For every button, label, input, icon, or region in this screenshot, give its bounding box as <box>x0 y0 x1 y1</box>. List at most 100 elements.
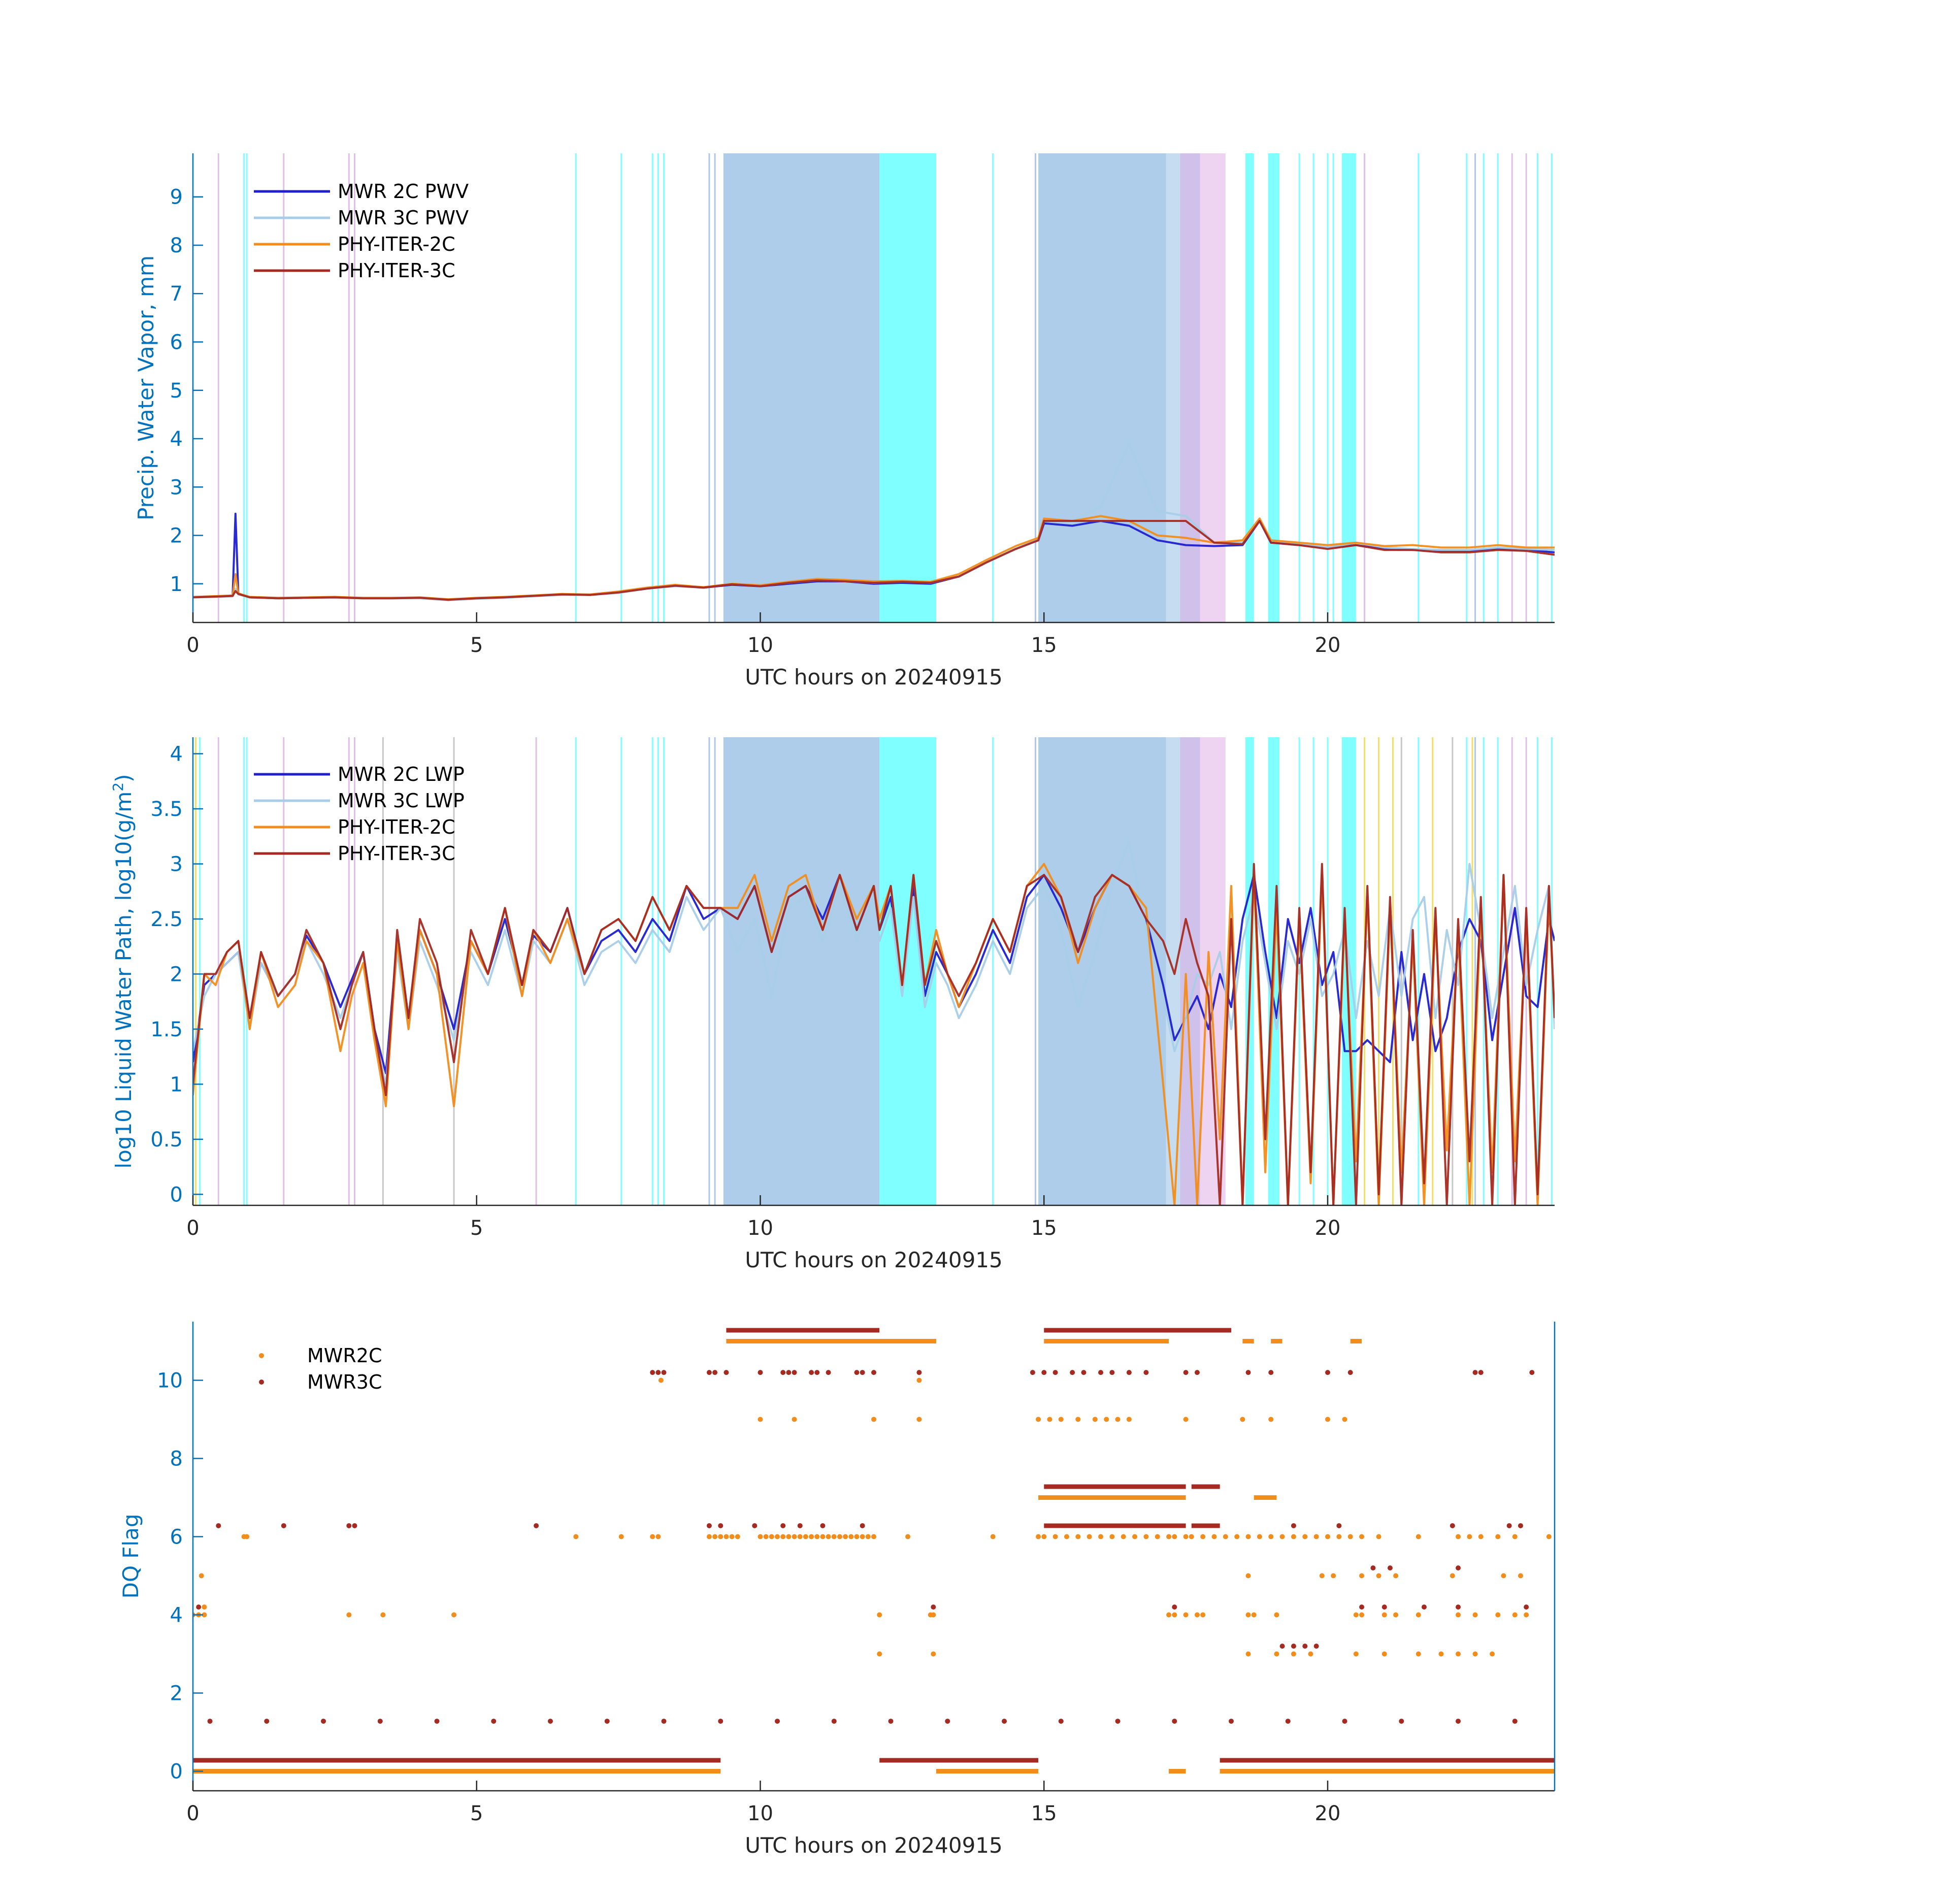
dq-flag-point <box>758 1534 763 1539</box>
dq-flag-point <box>548 1718 553 1724</box>
dq-flag-point <box>1524 1604 1529 1610</box>
dq-flag-point <box>1052 1370 1058 1375</box>
dq-flag-point <box>658 1377 664 1383</box>
dq-flag-point <box>1359 1534 1365 1539</box>
y-axis-label: log10 Liquid Water Path, log10(g/m2) <box>110 774 137 1168</box>
dq-flag-point <box>244 1534 250 1539</box>
dq-flag-point <box>843 1534 848 1539</box>
dq-flag-point <box>718 1523 723 1528</box>
dq-flag-point <box>945 1718 950 1724</box>
dq-flag-point <box>820 1534 826 1539</box>
y-tick-label: 8 <box>170 1448 183 1471</box>
legend-label: MWR 2C LWP <box>338 763 465 785</box>
chart-panel-dq: 0 5 10 15 20 0 2 4 6 8 10 UTC hours on 20240915 DQ F… <box>118 1322 1556 1858</box>
dq-flag-point <box>1234 1534 1240 1539</box>
dq-flag-point <box>1416 1612 1421 1618</box>
y-tick-label: 3 <box>170 852 183 876</box>
dq-flag-point <box>1336 1523 1342 1528</box>
dq-flag-point <box>1285 1718 1291 1724</box>
dq-flag-point <box>1081 1370 1087 1375</box>
dq-flag-point <box>1524 1612 1529 1618</box>
dq-flag-point <box>491 1718 497 1724</box>
legend: MWR2C MWR3C <box>259 1344 382 1393</box>
dq-flag-point <box>1376 1573 1381 1579</box>
dq-flag-point <box>1421 1604 1427 1610</box>
dq-flag-point <box>1347 1370 1353 1375</box>
dq-flag-point <box>434 1718 440 1724</box>
y-tick-label: 0 <box>170 1760 183 1784</box>
dq-flag-point <box>1132 1534 1138 1539</box>
dq-flag-point <box>865 1534 871 1539</box>
legend-label: MWR3C <box>307 1371 382 1393</box>
dq-flag-point <box>871 1417 876 1422</box>
dq-flag-point <box>1229 1718 1234 1724</box>
dq-flag-point <box>854 1370 860 1375</box>
dq-flag-point <box>1200 1534 1206 1539</box>
dq-flag-point <box>1359 1573 1365 1579</box>
dq-flag-point <box>877 1612 882 1618</box>
dq-flag-point <box>1070 1370 1075 1375</box>
shaded-region <box>1268 153 1280 622</box>
dq-flag-point <box>661 1370 667 1375</box>
dq-flag-point <box>281 1523 286 1528</box>
x-tick-label: 20 <box>1315 634 1341 657</box>
dq-flag-point <box>1359 1604 1365 1610</box>
dq-flag-point <box>1087 1534 1092 1539</box>
dq-flag-point <box>729 1534 735 1539</box>
dq-flag-point <box>534 1523 539 1528</box>
dq-flag-point <box>780 1523 786 1528</box>
dq-flag-point <box>1126 1417 1132 1422</box>
dq-flag-point <box>655 1534 661 1539</box>
dq-flag-point <box>1002 1718 1007 1724</box>
dq-flag-point <box>718 1718 723 1724</box>
dq-flag-point <box>1495 1534 1501 1539</box>
dq-flag-point <box>1172 1612 1177 1618</box>
shaded-region <box>1180 737 1226 1205</box>
dq-flag-point <box>1472 1612 1478 1618</box>
x-tick-label: 5 <box>470 1217 483 1240</box>
dq-flag-point <box>1308 1651 1313 1657</box>
dq-flag-point <box>1200 1612 1206 1618</box>
dq-flag-point <box>1456 1565 1461 1571</box>
chart-panel-pwv: 0 5 10 15 20 1 2 3 4 5 6 7 8 9 UTC hours on 20240915 Pr… <box>134 153 1555 690</box>
y-tick-label: 1 <box>170 573 183 596</box>
dq-flag-point <box>1245 1612 1251 1618</box>
dq-flag-point <box>196 1604 202 1610</box>
dq-flag-point <box>202 1604 207 1610</box>
y-tick-label: 1 <box>170 1073 183 1096</box>
x-tick-label: 15 <box>1031 1802 1057 1825</box>
dq-flag-point <box>1416 1534 1421 1539</box>
dq-flag-point <box>1302 1644 1308 1649</box>
dq-flag-point <box>1058 1417 1064 1422</box>
dq-flag-point <box>1126 1370 1132 1375</box>
plot-area <box>193 737 1555 1205</box>
dq-flag-point <box>831 1718 837 1724</box>
dq-flag-point <box>1183 1612 1189 1618</box>
dq-flag-point <box>1166 1612 1172 1618</box>
y-tick-label: 4 <box>170 1604 183 1627</box>
dq-flag-point <box>752 1523 758 1528</box>
dq-flag-point <box>1478 1534 1484 1539</box>
dq-flag-point <box>1353 1612 1359 1618</box>
y-tick-label: 1.5 <box>150 1018 183 1041</box>
dq-flag-point <box>1245 1370 1251 1375</box>
x-tick-label: 15 <box>1031 634 1057 657</box>
dq-flag-point <box>1291 1534 1296 1539</box>
x-tick-label: 20 <box>1315 1217 1341 1240</box>
dq-flag-point <box>706 1534 712 1539</box>
dq-flag-point <box>1172 1604 1177 1610</box>
dq-flag-point <box>1109 1534 1115 1539</box>
dq-flag-point <box>1189 1534 1194 1539</box>
legend-label: MWR 3C LWP <box>338 790 465 812</box>
dq-flag-point <box>346 1523 352 1528</box>
dq-flag-point <box>1456 1604 1461 1610</box>
y-tick-label: 4 <box>170 428 183 451</box>
dq-flag-point <box>1472 1651 1478 1657</box>
dq-flag-point <box>792 1417 797 1422</box>
x-axis-label: UTC hours on 20240915 <box>745 1248 1003 1272</box>
legend-label: PHY-ITER-2C <box>338 233 455 255</box>
dq-flag-point <box>1183 1534 1189 1539</box>
dq-flag-point <box>1041 1534 1047 1539</box>
chart-panel-lwp: 0 5 10 15 20 0 0.5 1 1.5 2 2.5 3 3.5 4 UTC hours on 20… <box>110 737 1555 1272</box>
dq-flag-point <box>1194 1612 1200 1618</box>
